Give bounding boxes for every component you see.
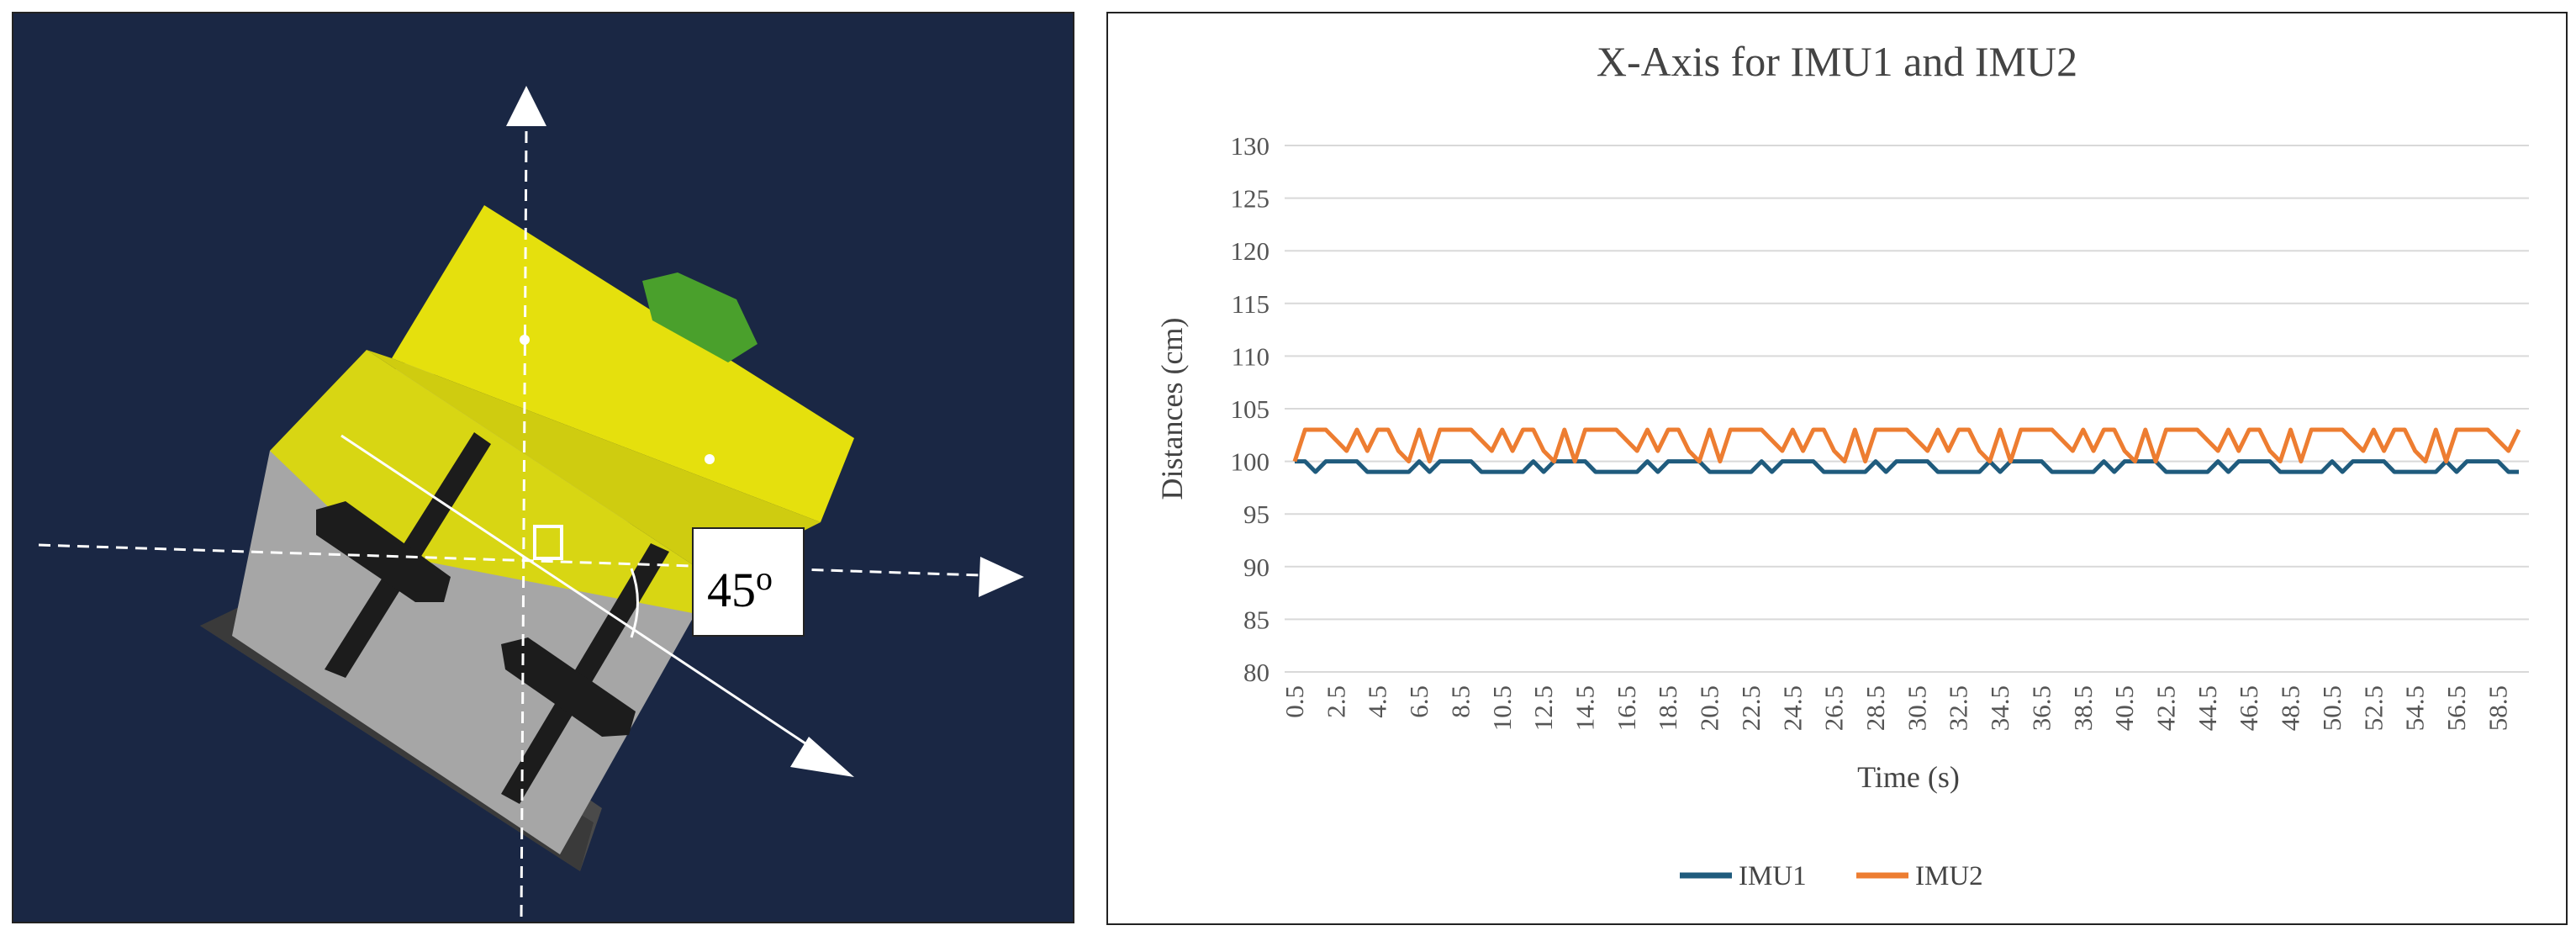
x-tick-label: 12.5 xyxy=(1528,685,1558,731)
black-bracket-right-horizontal xyxy=(501,637,636,737)
x-axis-label: Time (s) xyxy=(1857,760,1960,794)
x-tick-label: 26.5 xyxy=(1819,685,1849,731)
legend-label-imu1: IMU1 xyxy=(1739,861,1807,891)
x-tick-label: 8.5 xyxy=(1445,685,1475,718)
y-tick-label: 120 xyxy=(1231,236,1270,266)
x-tick-label: 52.5 xyxy=(2358,685,2388,731)
yellow-top-shade xyxy=(367,350,821,577)
y-tick-label: 110 xyxy=(1232,341,1270,371)
origin-marker xyxy=(533,525,563,560)
yellow-top-block xyxy=(392,205,854,522)
horizontal-axis-arrowhead xyxy=(979,557,1024,597)
marker-dot xyxy=(705,454,715,464)
black-bracket-right-vertical xyxy=(501,543,669,804)
chart-panel: X-Axis for IMU1 and IMU2 80 85 90 95 100 105 1… xyxy=(1106,12,2568,925)
rotated-axis-arrowhead xyxy=(790,737,854,777)
x-tick-label: 38.5 xyxy=(2068,685,2098,731)
chart-title: X-Axis for IMU1 and IMU2 xyxy=(1597,38,2077,85)
y-tick-label: 105 xyxy=(1231,394,1270,424)
line-chart: X-Axis for IMU1 and IMU2 80 85 90 95 100 105 1… xyxy=(1155,38,2529,891)
x-tick-label: 42.5 xyxy=(2151,685,2180,731)
series-line-imu2 xyxy=(1292,427,2521,464)
x-tick-label: 4.5 xyxy=(1363,685,1392,718)
horizontal-axis-dashed xyxy=(38,543,981,577)
x-tick-label: 28.5 xyxy=(1861,685,1890,731)
y-tick-label: 125 xyxy=(1231,184,1270,214)
x-tick-label: 18.5 xyxy=(1653,685,1682,731)
legend-label-imu2: IMU2 xyxy=(1915,861,1983,891)
object-rotation-illustration: 45o xyxy=(38,86,1024,922)
x-tick-label: 0.5 xyxy=(1280,685,1309,718)
x-tick-label: 34.5 xyxy=(1985,685,2014,731)
y-tick-label: 90 xyxy=(1243,553,1270,582)
y-tick-labels: 80 85 90 95 100 105 110 115 120 125 130 xyxy=(1231,131,1270,687)
x-tick-label: 22.5 xyxy=(1736,685,1766,731)
x-tick-label: 36.5 xyxy=(2026,685,2056,731)
y-tick-label: 95 xyxy=(1243,500,1270,529)
x-tick-labels: 0.5 2.5 4.5 6.5 8.5 10.5 12.5 14.5 16.5 18.5 20.5 2… xyxy=(1280,685,2512,731)
x-tick-label: 50.5 xyxy=(2317,685,2346,731)
series-lines xyxy=(1292,427,2521,474)
rotated-axis xyxy=(340,434,821,755)
x-tick-label: 14.5 xyxy=(1570,685,1599,731)
y-tick-label: 85 xyxy=(1243,605,1270,634)
x-tick-label: 40.5 xyxy=(2109,685,2139,731)
x-tick-label: 2.5 xyxy=(1321,685,1350,718)
x-tick-label: 20.5 xyxy=(1695,685,1724,731)
x-tick-label: 16.5 xyxy=(1612,685,1641,731)
x-tick-label: 24.5 xyxy=(1777,685,1807,731)
angle-label: 45o xyxy=(707,559,773,617)
marker-dot xyxy=(520,335,530,345)
x-tick-label: 44.5 xyxy=(2193,685,2222,731)
x-tick-label: 6.5 xyxy=(1404,685,1433,718)
angle-arc xyxy=(630,568,639,638)
legend: IMU1 IMU2 xyxy=(1680,861,1983,891)
black-bracket-left-horizontal xyxy=(316,501,451,602)
y-tick-label: 130 xyxy=(1231,131,1270,161)
y-axis-label: Distances (cm) xyxy=(1155,318,1189,500)
y-tick-label: 115 xyxy=(1232,289,1270,319)
x-tick-label: 58.5 xyxy=(2483,685,2512,731)
y-tick-label: 100 xyxy=(1231,447,1270,477)
vertical-axis-arrowhead xyxy=(506,86,546,126)
angle-label-box xyxy=(692,527,805,637)
x-tick-label: 46.5 xyxy=(2234,685,2263,731)
y-tick-label: 80 xyxy=(1243,658,1270,687)
green-part xyxy=(642,272,757,362)
x-tick-label: 48.5 xyxy=(2276,685,2305,731)
vertical-axis-dashed xyxy=(520,130,528,922)
gridlines xyxy=(1285,145,2529,673)
x-tick-label: 54.5 xyxy=(2400,685,2430,731)
x-tick-label: 10.5 xyxy=(1487,685,1517,731)
x-tick-label: 30.5 xyxy=(1902,685,1931,731)
object-rotation-figure: 45o xyxy=(12,12,1074,923)
x-tick-label: 56.5 xyxy=(2441,685,2471,731)
x-tick-label: 32.5 xyxy=(1944,685,1973,731)
series-line-imu1 xyxy=(1295,459,2519,474)
